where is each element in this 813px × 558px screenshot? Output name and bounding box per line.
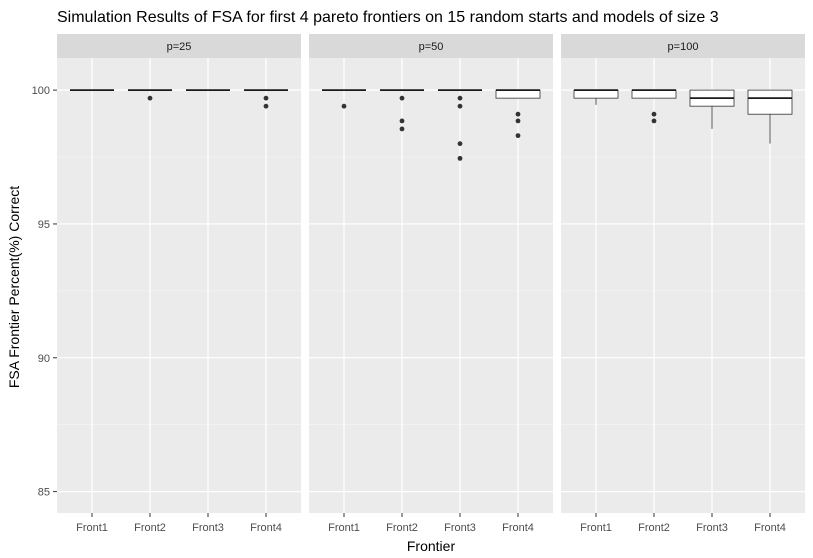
x-tick-label: Front4 xyxy=(502,522,534,534)
y-tick-label: 85 xyxy=(38,487,50,499)
boxplot-front2 xyxy=(631,89,677,124)
x-tick-label: Front3 xyxy=(696,522,728,534)
panel-background xyxy=(57,58,301,513)
x-tick-label: Front4 xyxy=(754,522,786,534)
y-tick-label: 95 xyxy=(38,219,50,231)
x-tick-label: Front3 xyxy=(192,522,224,534)
facet-strip xyxy=(561,34,805,58)
facet-panel: p=100 Front1 Front2 Front3 Front4 xyxy=(561,34,805,534)
outlier-point xyxy=(515,111,521,117)
y-tick-label: 90 xyxy=(38,353,50,365)
outlier-point xyxy=(147,95,153,101)
outlier-point xyxy=(457,103,463,109)
x-tick-label: Front4 xyxy=(250,522,282,534)
facet-panel: p=50 Front1 Front2 Front3 Front4 xyxy=(309,34,553,534)
facet-strip-label: p=100 xyxy=(668,41,699,53)
boxplot-front4 xyxy=(495,89,541,139)
boxplot-front2 xyxy=(128,89,172,101)
outlier-point xyxy=(399,118,405,124)
boxplot-front1 xyxy=(573,89,619,105)
x-tick-label: Front3 xyxy=(444,522,476,534)
outlier-point xyxy=(457,155,463,161)
outlier-point xyxy=(651,111,657,117)
x-tick-label: Front1 xyxy=(328,522,360,534)
facet-panel: p=25 Front1 Front2 Front3 Front4 xyxy=(57,34,301,534)
x-tick-label: Front2 xyxy=(638,522,670,534)
outlier-point xyxy=(457,95,463,101)
facet-strip-label: p=25 xyxy=(167,41,192,53)
x-tick-label: Front2 xyxy=(134,522,166,534)
outlier-point xyxy=(457,141,463,147)
box-iqr xyxy=(573,89,619,99)
outlier-point xyxy=(515,118,521,124)
panel-background xyxy=(561,58,805,513)
y-axis: 85 90 95 100 xyxy=(32,85,57,499)
x-tick-label: Front2 xyxy=(386,522,418,534)
box-iqr xyxy=(631,89,677,99)
boxplot-front4 xyxy=(244,89,288,109)
boxplot-front3 xyxy=(438,89,482,161)
x-axis-title: Frontier xyxy=(407,538,456,554)
outlier-point xyxy=(651,118,657,124)
boxplot-front1 xyxy=(322,89,366,109)
panels-layer: p=25 Front1 Front2 Front3 Front4 p=50 Front1 Fr… xyxy=(57,34,805,534)
y-axis-title: FSA Frontier Percent(%) Correct xyxy=(6,186,22,388)
facet-strip xyxy=(309,34,553,58)
facet-strip xyxy=(57,34,301,58)
panel-background xyxy=(309,58,553,513)
boxplot-front3 xyxy=(689,89,735,129)
boxplot-front4 xyxy=(747,89,793,144)
outlier-point xyxy=(263,103,269,109)
y-tick-label: 100 xyxy=(32,85,50,97)
box-iqr xyxy=(747,89,793,115)
box-iqr xyxy=(495,89,541,99)
outlier-point xyxy=(399,126,405,132)
boxplot-front2 xyxy=(380,89,424,132)
facet-strip-label: p=50 xyxy=(419,41,444,53)
outlier-point xyxy=(263,95,269,101)
chart-title: Simulation Results of FSA for first 4 pa… xyxy=(57,9,719,26)
x-tick-label: Front1 xyxy=(76,522,108,534)
outlier-point xyxy=(515,133,521,139)
outlier-point xyxy=(341,103,347,109)
x-tick-label: Front1 xyxy=(580,522,612,534)
outlier-point xyxy=(399,95,405,101)
